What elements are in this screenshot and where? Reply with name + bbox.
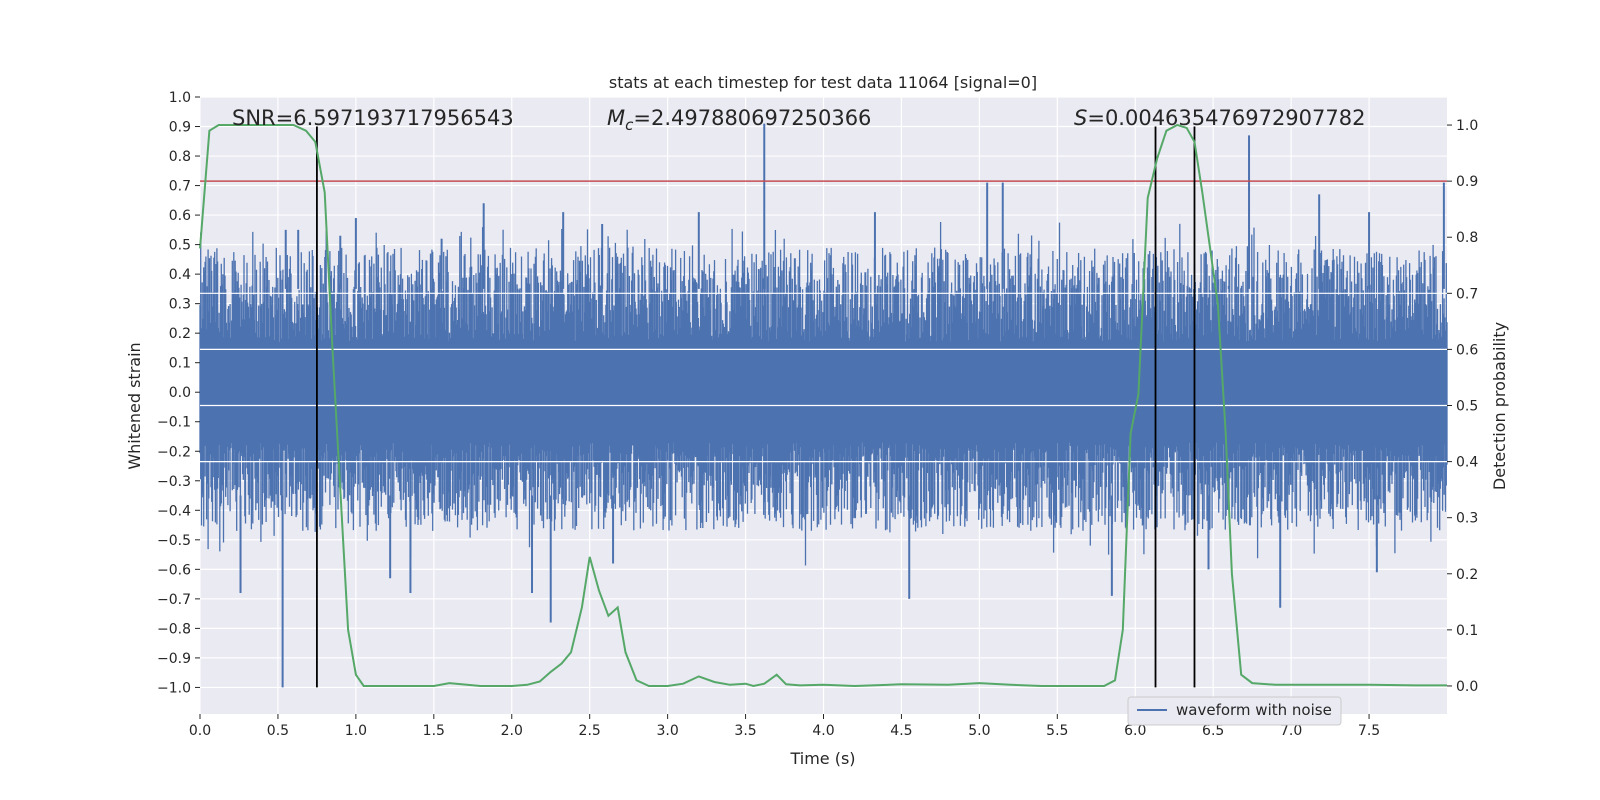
y-left-tick-label: 0.9 — [169, 120, 191, 136]
y-left-tick-label: −0.6 — [157, 562, 191, 578]
y-left-tick-label: 0.8 — [169, 149, 191, 165]
y-right-tick-label: 0.3 — [1456, 511, 1478, 527]
y-left-tick-label: 1.0 — [169, 90, 191, 106]
s-symbol: S — [1074, 106, 1087, 130]
y-left-tick-label: 0.3 — [169, 297, 191, 313]
y-right-tick-label: 0.4 — [1456, 455, 1478, 471]
x-tick-label: 7.5 — [1358, 723, 1380, 739]
y-right-tick-label: 0.1 — [1456, 623, 1478, 639]
chirp-mass-symbol: M — [607, 106, 625, 130]
chirp-mass-subscript: c — [625, 116, 634, 134]
y-right-tick-label: 0.8 — [1456, 230, 1478, 246]
s-value: =0.004635476972907782 — [1087, 106, 1365, 130]
x-tick-label: 0.0 — [189, 723, 211, 739]
y-right-tick-label: 0.6 — [1456, 342, 1478, 358]
y-left-tick-label: 0.0 — [169, 385, 191, 401]
x-tick-label: 0.5 — [267, 723, 289, 739]
y-right-tick-label: 0.7 — [1456, 286, 1478, 302]
x-tick-label: 1.5 — [423, 723, 445, 739]
x-axis-label: Time (s) — [789, 749, 855, 768]
y-left-tick-label: 0.2 — [169, 326, 191, 342]
x-tick-label: 2.5 — [579, 723, 601, 739]
legend: waveform with noise — [1127, 696, 1342, 726]
y-left-tick-label: −0.1 — [157, 415, 191, 431]
detection-probability-line — [199, 123, 1447, 688]
waveform-core — [200, 342, 1447, 443]
y-left-tick-label: −0.8 — [157, 621, 191, 637]
x-tick-label: 5.0 — [968, 723, 990, 739]
y-left-tick-label: 0.4 — [169, 267, 191, 283]
x-tick-label: 6.5 — [1202, 723, 1224, 739]
chirp-mass-annotation: Mc=2.497880697250366 — [607, 106, 871, 134]
x-tick-label: 4.0 — [812, 723, 834, 739]
x-tick-label: 1.0 — [345, 723, 367, 739]
y-left-tick-label: −1.0 — [157, 680, 191, 696]
noise-series — [199, 123, 1448, 688]
x-tick-label: 3.0 — [656, 723, 678, 739]
y-axis-label-right: Detection probability — [1490, 322, 1509, 490]
y-left-tick-label: −0.7 — [157, 592, 191, 608]
y-left-tick-label: 0.7 — [169, 179, 191, 195]
axes: 0.0 0.5 1.0 1.5 2.0 2.5 3.0 3.5 4.0 4.5 5.0 5.5 6.0 6… — [157, 90, 1478, 739]
x-tick-label: 4.5 — [890, 723, 912, 739]
y-axis-label-left: Whitened strain — [125, 342, 144, 469]
y-left-tick-label: −0.3 — [157, 474, 191, 490]
y-left-tick-label: −0.4 — [157, 503, 191, 519]
y-left-tick-label: 0.5 — [169, 238, 191, 254]
y-right-tick-label: 1.0 — [1456, 118, 1478, 134]
legend-label-waveform: waveform with noise — [1176, 701, 1332, 719]
x-tick-label: 2.0 — [501, 723, 523, 739]
y-right-tick-label: 0.0 — [1456, 679, 1478, 695]
snr-annotation: SNR=6.597193717956543 — [232, 106, 514, 130]
x-tick-label: 6.0 — [1124, 723, 1146, 739]
y-left-tick-label: −0.5 — [157, 533, 191, 549]
chirp-mass-value: =2.497880697250366 — [633, 106, 871, 130]
y-right-tick-label: 0.5 — [1456, 399, 1478, 415]
x-tick-label: 5.5 — [1046, 723, 1068, 739]
x-tick-label: 7.0 — [1280, 723, 1302, 739]
y-left-tick-label: −0.2 — [157, 444, 191, 460]
x-tick-label: 3.5 — [734, 723, 756, 739]
y-left-tick-label: 0.6 — [169, 208, 191, 224]
y-left-tick-label: −0.9 — [157, 651, 191, 667]
overlays — [199, 123, 1447, 688]
y-left-tick-label: 0.1 — [169, 356, 191, 372]
chart-title: stats at each timestep for test data 110… — [609, 73, 1037, 92]
y-right-tick-label: 0.2 — [1456, 567, 1478, 583]
y-right-tick-label: 0.9 — [1456, 174, 1478, 190]
s-annotation: S=0.004635476972907782 — [1074, 106, 1365, 130]
legend-box — [1127, 696, 1342, 726]
